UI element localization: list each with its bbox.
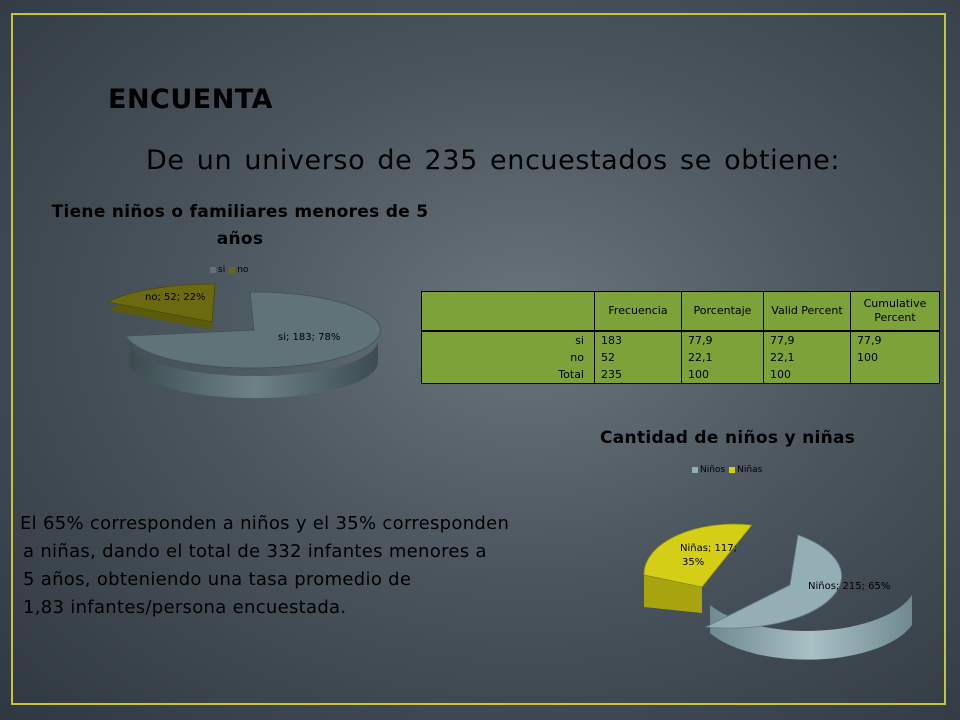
table-cell-label: Total xyxy=(421,366,595,384)
slide-frame xyxy=(11,13,946,705)
summary-line-4: 1,83 infantes/persona encuestada. xyxy=(23,597,347,618)
chart1-pie xyxy=(106,283,381,399)
summary-line-2: a niñas, dando el total de 332 infantes … xyxy=(23,541,487,562)
frequency-table: Frecuencia Porcentaje Valid Percent Cumu… xyxy=(421,291,940,384)
chart1-legend: si no xyxy=(210,265,248,275)
chart2-label-ninos: Niños; 215; 65% xyxy=(808,581,891,592)
chart1-label-si: si; 183; 78% xyxy=(278,332,341,343)
legend-swatch-no xyxy=(229,267,236,273)
table-header-row: Frecuencia Porcentaje Valid Percent Cumu… xyxy=(421,291,940,332)
summary-line-3: 5 años, obteniendo una tasa promedio de xyxy=(23,569,412,590)
legend-swatch-ninas xyxy=(729,467,736,473)
table-cell-freq: 52 xyxy=(594,349,682,366)
legend-label-si: si xyxy=(218,265,226,275)
legend-swatch-ninos xyxy=(692,467,698,473)
table-header-empty xyxy=(421,291,595,332)
chart2-label-ninas-line1: Niñas; 117; xyxy=(680,543,737,554)
legend-item-ninos: Niños xyxy=(692,465,725,475)
pie-slice-ninos xyxy=(704,534,842,629)
table-cell-pct: 22,1 xyxy=(681,349,764,366)
table-row: Total 235 100 100 xyxy=(421,366,940,384)
pie-slice-ninas-side xyxy=(644,575,702,613)
chart2-label-ninas-line2: 35% xyxy=(682,557,705,568)
legend-swatch-si xyxy=(210,267,216,273)
chart2-pie xyxy=(643,523,912,660)
table-cell-cum xyxy=(850,366,940,384)
table-cell-cum: 77,9 xyxy=(850,330,940,349)
legend-item-no: no xyxy=(229,265,248,275)
chart2-title: Cantidad de niños y niñas xyxy=(600,428,856,448)
table-header-frecuencia: Frecuencia xyxy=(594,291,682,332)
chart1-title-line2: años xyxy=(216,229,264,249)
table-header-valid: Valid Percent xyxy=(763,291,851,332)
table-cell-pct: 77,9 xyxy=(681,330,764,349)
table-row: si 183 77,9 77,9 77,9 xyxy=(421,330,940,349)
slide-subtitle: De un universo de 235 encuestados se obt… xyxy=(146,145,841,176)
table-header-cumulative-line1: Cumulative xyxy=(863,297,927,310)
table-cell-label: no xyxy=(421,349,595,366)
legend-item-si: si xyxy=(210,265,225,275)
table-header-porcentaje: Porcentaje xyxy=(681,291,764,332)
table-row: no 52 22,1 22,1 100 xyxy=(421,349,940,366)
chart1-title-line1: Tiene niños o familiares menores de 5 xyxy=(51,202,429,222)
legend-label-ninas: Niñas xyxy=(737,465,763,475)
summary-line-1: El 65% corresponden a niños y el 35% cor… xyxy=(20,513,510,534)
summary-paragraph: El 65% corresponden a niños y el 35% cor… xyxy=(20,510,620,622)
table-cell-freq: 183 xyxy=(594,330,682,349)
legend-label-no: no xyxy=(237,265,249,275)
table-cell-valid: 100 xyxy=(763,366,851,384)
table-header-cumulative: Cumulative Percent xyxy=(850,291,940,332)
legend-label-ninos: Niños xyxy=(700,465,726,475)
pie-slice-si xyxy=(125,291,381,369)
pie-slice-ninas xyxy=(643,523,753,588)
pie-slice-si-side xyxy=(130,340,378,399)
table-cell-freq: 235 xyxy=(594,366,682,384)
table-cell-cum: 100 xyxy=(850,349,940,366)
chart2-legend: Niños Niñas xyxy=(692,465,762,475)
chart1-label-no: no; 52; 22% xyxy=(145,292,206,303)
chart1-title: Tiene niños o familiares menores de 5 añ… xyxy=(30,199,450,253)
pie-slice-no xyxy=(106,283,216,323)
legend-item-ninas: Niñas xyxy=(729,465,762,475)
table-header-cumulative-line2: Percent xyxy=(874,311,916,324)
table-cell-valid: 22,1 xyxy=(763,349,851,366)
table-cell-pct: 100 xyxy=(681,366,764,384)
table-cell-valid: 77,9 xyxy=(763,330,851,349)
slide-title: ENCUENTA xyxy=(108,84,274,115)
chart2-label-ninas: Niñas; 117; 35% xyxy=(680,542,737,570)
pie-slice-ninos-side xyxy=(710,595,912,660)
table-cell-label: si xyxy=(421,330,595,349)
